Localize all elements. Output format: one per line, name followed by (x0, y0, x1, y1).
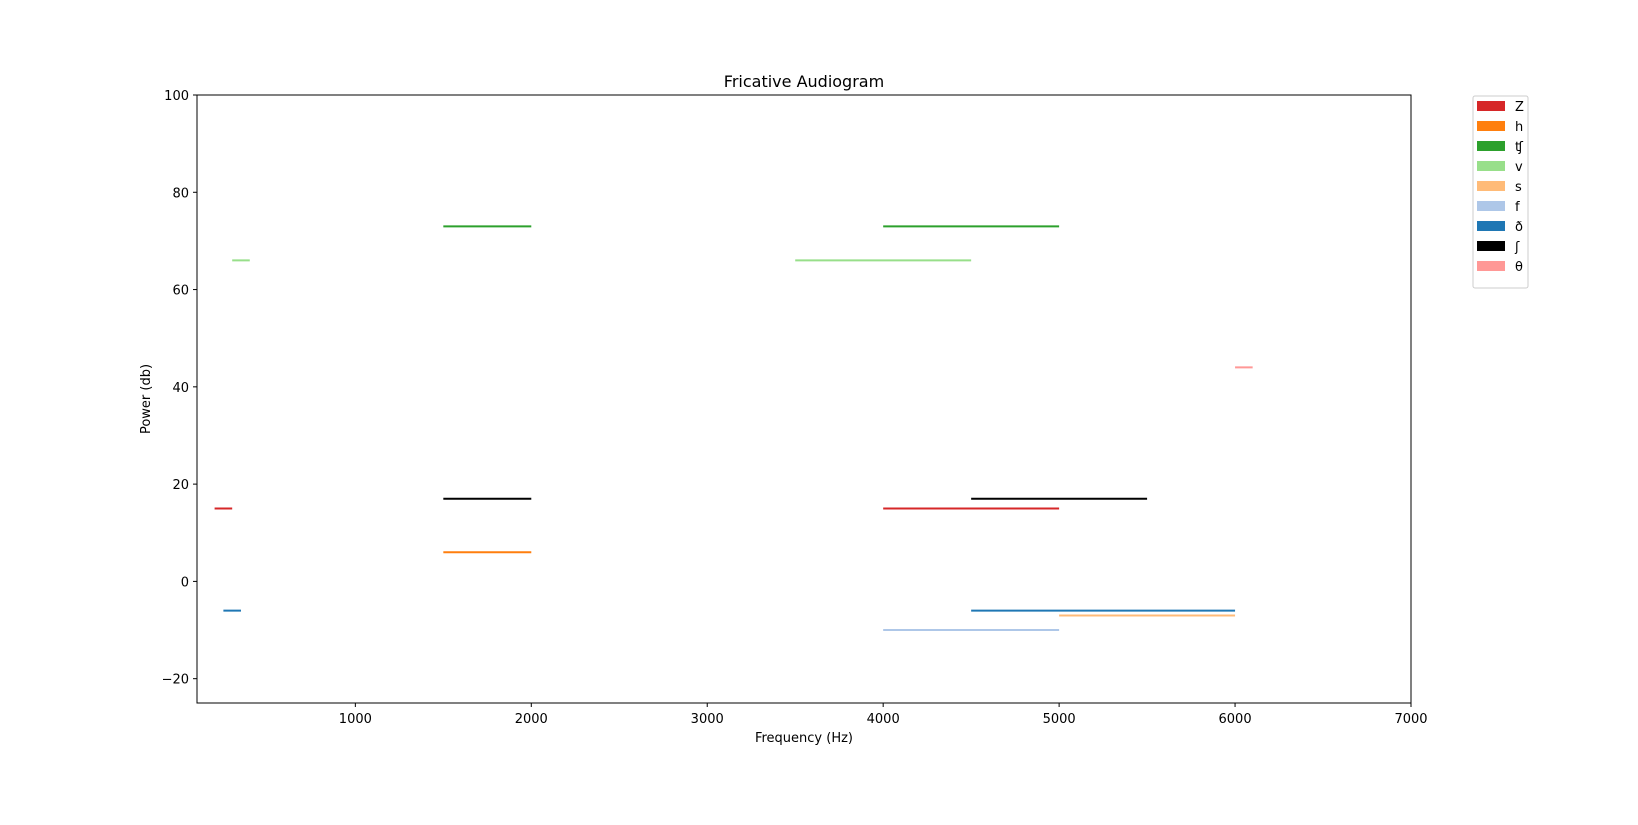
legend-swatch (1477, 101, 1505, 111)
x-axis-title: Frequency (Hz) (755, 731, 853, 746)
x-tick-label: 1000 (339, 712, 372, 727)
legend-label: ð (1515, 220, 1523, 235)
x-tick-label: 3000 (691, 712, 724, 727)
legend-swatch (1477, 161, 1505, 171)
x-tick-label: 2000 (515, 712, 548, 727)
y-tick-label: 40 (172, 381, 189, 396)
y-tick-label: 20 (172, 478, 189, 493)
legend-swatch (1477, 261, 1505, 271)
legend-label: h (1515, 120, 1523, 135)
chart-title: Fricative Audiogram (724, 72, 884, 91)
y-tick-label: 60 (172, 284, 189, 299)
legend-swatch (1477, 121, 1505, 131)
legend-swatch (1477, 201, 1505, 211)
legend-label: ʃ (1514, 240, 1520, 255)
legend-label: ʧ (1515, 140, 1524, 155)
legend-label: f (1515, 200, 1520, 215)
y-axis: −20 0 20 40 60 80 100 (162, 89, 197, 688)
x-axis: 1000 2000 3000 4000 5000 6000 7000 (339, 703, 1428, 727)
legend-swatch (1477, 241, 1505, 251)
legend-swatch (1477, 141, 1505, 151)
x-tick-label: 7000 (1394, 712, 1427, 727)
x-tick-label: 5000 (1043, 712, 1076, 727)
y-tick-label: −20 (162, 673, 189, 688)
y-tick-label: 100 (164, 89, 189, 104)
x-tick-label: 4000 (867, 712, 900, 727)
y-tick-label: 0 (181, 575, 189, 590)
plot-area (196, 94, 1412, 704)
x-tick-label: 6000 (1219, 712, 1252, 727)
legend-swatch (1477, 181, 1505, 191)
data-segments (214, 225, 1253, 632)
legend-label: Z (1515, 100, 1524, 115)
y-tick-label: 80 (172, 186, 189, 201)
legend-label: s (1515, 180, 1522, 195)
legend-swatch (1477, 221, 1505, 231)
y-axis-title: Power (db) (139, 364, 154, 434)
legend-label: θ (1515, 260, 1523, 275)
legend-label: v (1515, 160, 1523, 175)
